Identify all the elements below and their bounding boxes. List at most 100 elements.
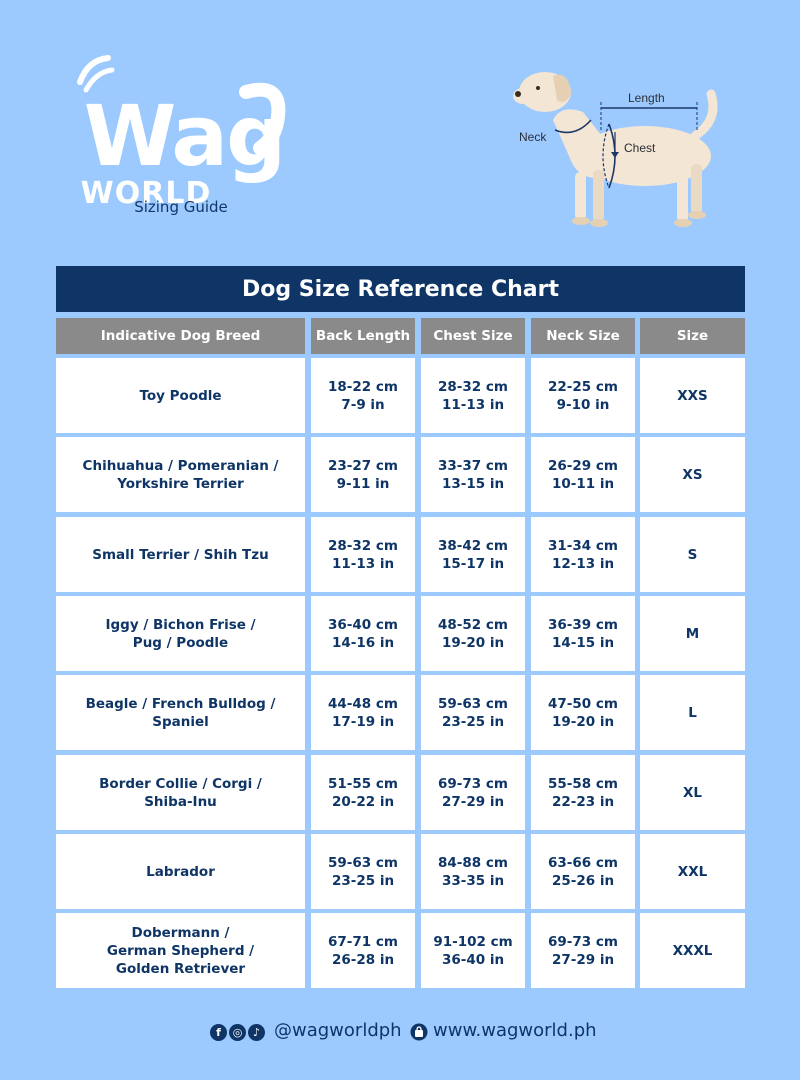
back-length-cell-text: 14-16 in <box>331 634 395 651</box>
neck-size-cell-text: 27-29 in <box>551 951 615 968</box>
neck-size-cell: 36-39 cm 14-15 in <box>531 596 635 671</box>
back-length-cell-text: 44-48 cm <box>328 695 398 712</box>
neck-size-cell-text: 22-23 in <box>551 793 615 810</box>
neck-size-cell: 22-25 cm 9-10 in <box>531 358 635 433</box>
table-row: Iggy / Bichon Frise / Pug / Poodle 36-40 c… <box>56 596 745 671</box>
chest-size-cell: 38-42 cm 15-17 in <box>421 517 525 592</box>
breed-cell: Toy Poodle <box>56 358 305 433</box>
chest-size-cell-text: 48-52 cm <box>438 616 508 633</box>
neck-size-cell-text: 69-73 cm <box>548 933 618 950</box>
chest-size-cell-text: 69-73 cm <box>438 775 508 792</box>
tiktok-icon[interactable]: ♪ <box>248 1024 265 1041</box>
back-length-cell-text: 59-63 cm <box>328 854 398 871</box>
neck-size-cell-text: 26-29 cm <box>548 457 618 474</box>
neck-size-cell-text: 9-10 in <box>556 396 610 413</box>
neck-size-cell-text: 12-13 in <box>551 555 615 572</box>
social-handle[interactable]: @wagworldph <box>274 1020 402 1041</box>
instagram-icon[interactable]: ◎ <box>229 1024 246 1041</box>
breed-cell-text: Beagle / French Bulldog / <box>85 695 276 712</box>
chest-size-cell: 48-52 cm 19-20 in <box>421 596 525 671</box>
chest-size-cell-text: 33-37 cm <box>438 457 508 474</box>
chest-size-cell-text: 11-13 in <box>441 396 505 413</box>
size-cell: L <box>640 675 745 750</box>
breed-cell-text: Iggy / Bichon Frise / <box>105 616 256 633</box>
table-row: Small Terrier / Shih Tzu 28-32 cm 11-13 in… <box>56 517 745 592</box>
chest-size-cell-text: 19-20 in <box>441 634 505 651</box>
social-icons: f ◎ ♪ <box>210 1024 265 1042</box>
breed-cell: Iggy / Bichon Frise / Pug / Poodle <box>56 596 305 671</box>
logo-wag-mark-icon <box>77 55 286 155</box>
page-subtitle: Sizing Guide <box>134 198 228 216</box>
back-length-cell: 18-22 cm 7-9 in <box>311 358 415 433</box>
back-length-cell: 67-71 cm 26-28 in <box>311 913 415 988</box>
back-length-cell-text: 17-19 in <box>331 713 395 730</box>
back-length-cell-text: 23-25 in <box>331 872 395 889</box>
back-length-cell-text: 7-9 in <box>341 396 385 413</box>
neck-size-cell-text: 63-66 cm <box>548 854 618 871</box>
neck-size-cell-text: 25-26 in <box>551 872 615 889</box>
back-length-cell: 36-40 cm 14-16 in <box>311 596 415 671</box>
chest-label: Chest <box>624 141 656 155</box>
chest-size-cell: 91-102 cm 36-40 in <box>421 913 525 988</box>
neck-size-cell-text: 31-34 cm <box>548 537 618 554</box>
facebook-icon[interactable]: f <box>210 1024 227 1041</box>
table-row: Chihuahua / Pomeranian / Yorkshire Terrie… <box>56 437 745 512</box>
table-header: Indicative Dog Breed Back Length Chest S… <box>56 318 745 354</box>
back-length-cell: 51-55 cm 20-22 in <box>311 755 415 830</box>
neck-size-cell-text: 47-50 cm <box>548 695 618 712</box>
chest-size-cell: 59-63 cm 23-25 in <box>421 675 525 750</box>
back-length-cell-text: 51-55 cm <box>328 775 398 792</box>
breed-cell-text: Labrador <box>146 863 215 880</box>
chest-size-cell: 28-32 cm 11-13 in <box>421 358 525 433</box>
breed-cell-text: Yorkshire Terrier <box>117 475 244 492</box>
size-cell-text: S <box>687 546 698 563</box>
chest-size-cell-text: 15-17 in <box>441 555 505 572</box>
breed-cell-text: Dobermann / <box>131 924 230 941</box>
length-label: Length <box>628 91 665 105</box>
chest-size-cell: 33-37 cm 13-15 in <box>421 437 525 512</box>
chest-size-cell-text: 38-42 cm <box>438 537 508 554</box>
back-length-cell-text: 18-22 cm <box>328 378 398 395</box>
header-breed: Indicative Dog Breed <box>56 318 305 354</box>
back-length-cell-text: 20-22 in <box>331 793 395 810</box>
dog-illustration-icon <box>513 72 718 227</box>
chest-size-cell: 84-88 cm 33-35 in <box>421 834 525 909</box>
header-neck-size: Neck Size <box>531 318 635 354</box>
size-cell-text: XL <box>682 784 702 801</box>
table-row: Labrador 59-63 cm 23-25 in 84-88 cm 33-35 in… <box>56 834 745 909</box>
chest-size-cell-text: 13-15 in <box>441 475 505 492</box>
chest-size-cell-text: 27-29 in <box>441 793 505 810</box>
chest-size-cell-text: 33-35 in <box>441 872 505 889</box>
back-length-cell: 44-48 cm 17-19 in <box>311 675 415 750</box>
size-cell: XXS <box>640 358 745 433</box>
breed-cell-text: Toy Poodle <box>139 387 222 404</box>
header-size: Size <box>640 318 745 354</box>
neck-size-cell: 26-29 cm 10-11 in <box>531 437 635 512</box>
neck-size-cell-text: 14-15 in <box>551 634 615 651</box>
breed-cell-text: Border Collie / Corgi / <box>99 775 262 792</box>
size-cell-text: M <box>685 625 700 642</box>
back-length-cell-text: 23-27 cm <box>328 457 398 474</box>
size-cell: XS <box>640 437 745 512</box>
size-cell-text: XXS <box>677 387 708 404</box>
size-cell-text: L <box>688 704 697 721</box>
shopping-bag-icon <box>410 1023 428 1041</box>
logo-word: Wag <box>83 87 286 185</box>
neck-size-cell: 55-58 cm 22-23 in <box>531 755 635 830</box>
neck-size-cell: 31-34 cm 12-13 in <box>531 517 635 592</box>
back-length-cell-text: 67-71 cm <box>328 933 398 950</box>
breed-cell-text: Small Terrier / Shih Tzu <box>92 546 269 563</box>
breed-cell-text: German Shepherd / <box>106 942 255 959</box>
logo-sub: WORLD <box>80 176 212 211</box>
breed-cell: Dobermann / German Shepherd / Golden Retri… <box>56 913 305 988</box>
neck-size-cell-text: 55-58 cm <box>548 775 618 792</box>
breed-cell-text: Chihuahua / Pomeranian / <box>82 457 279 474</box>
chart-title: Dog Size Reference Chart <box>56 266 745 312</box>
size-cell-text: XS <box>682 466 703 483</box>
chest-size-cell-text: 36-40 in <box>441 951 505 968</box>
website-link[interactable]: www.wagworld.ph <box>433 1020 597 1041</box>
chest-size-cell-text: 91-102 cm <box>433 933 513 950</box>
table-row: Dobermann / German Shepherd / Golden Retri… <box>56 913 745 988</box>
footer: f ◎ ♪ @wagworldph www.wagworld.ph <box>0 1018 800 1046</box>
breed-cell-text: Shiba-Inu <box>144 793 217 810</box>
